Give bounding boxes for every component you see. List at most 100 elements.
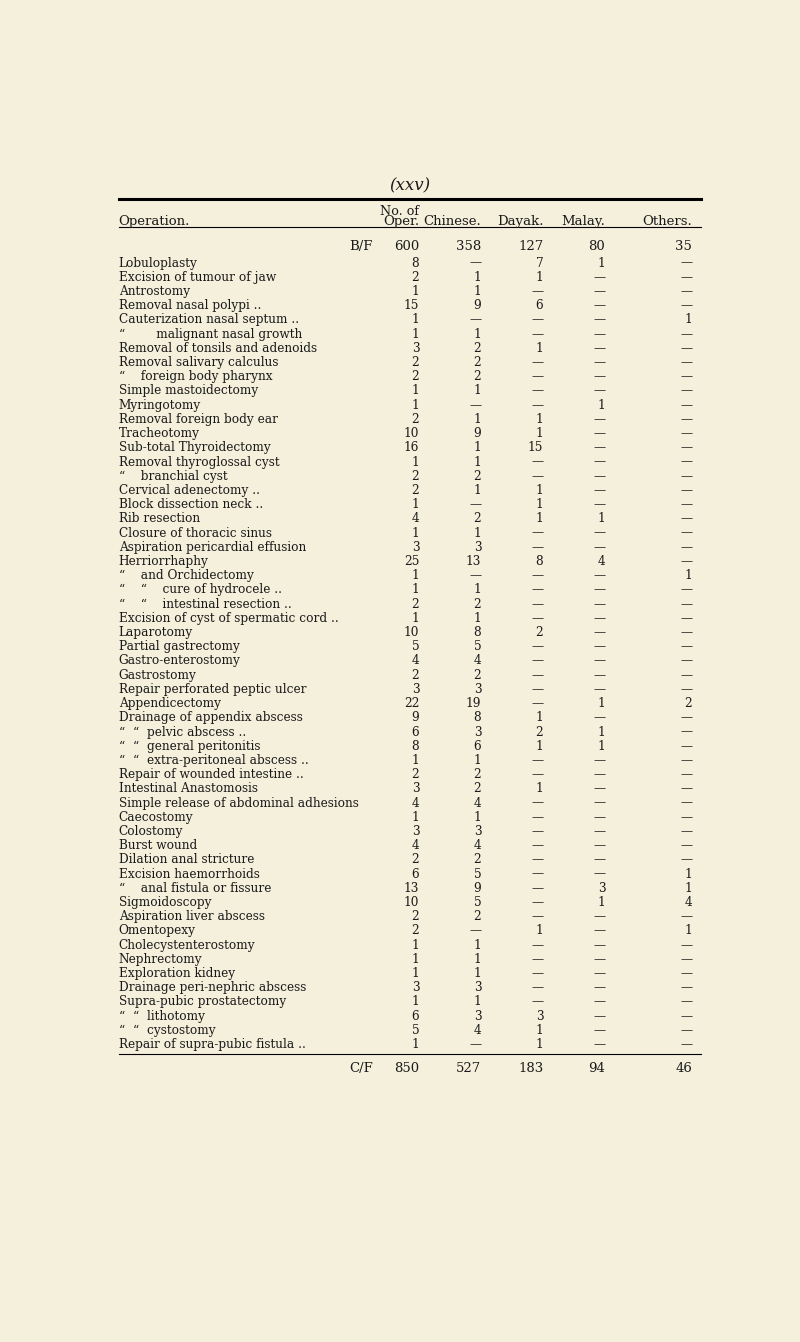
Text: —: — [593,839,606,852]
Text: 8: 8 [474,625,482,639]
Text: —: — [531,867,543,880]
Text: Repair of supra-pubic fistula ..: Repair of supra-pubic fistula .. [118,1039,306,1051]
Text: 1: 1 [598,513,606,525]
Text: 5: 5 [474,896,482,909]
Text: 1: 1 [411,1039,419,1051]
Text: 2: 2 [474,910,482,923]
Text: —: — [680,327,692,341]
Text: —: — [680,271,692,283]
Text: Others.: Others. [642,215,692,228]
Text: —: — [531,541,543,554]
Text: —: — [531,825,543,837]
Text: Appendicectomy: Appendicectomy [118,696,221,710]
Text: 1: 1 [684,569,692,582]
Text: Removal nasal polypi ..: Removal nasal polypi .. [118,299,261,313]
Text: 1: 1 [535,513,543,525]
Text: 8: 8 [411,256,419,270]
Text: 1: 1 [474,327,482,341]
Text: 600: 600 [394,240,419,252]
Text: 3: 3 [412,782,419,796]
Text: —: — [680,938,692,951]
Text: 15: 15 [404,299,419,313]
Text: 13: 13 [404,882,419,895]
Text: —: — [531,526,543,539]
Text: —: — [531,754,543,766]
Text: “        malignant nasal growth: “ malignant nasal growth [118,327,302,341]
Text: 1: 1 [474,285,482,298]
Text: 1: 1 [474,938,482,951]
Text: 1: 1 [684,314,692,326]
Text: —: — [680,256,692,270]
Text: 1: 1 [474,442,482,455]
Text: 7: 7 [535,256,543,270]
Text: Intestinal Anastomosis: Intestinal Anastomosis [118,782,258,796]
Text: 1: 1 [474,271,482,283]
Text: 15: 15 [528,442,543,455]
Text: 2: 2 [474,342,482,354]
Text: “    foreign body pharynx: “ foreign body pharynx [118,370,272,384]
Text: —: — [680,413,692,425]
Text: —: — [469,569,482,582]
Text: 1: 1 [535,1039,543,1051]
Text: 1: 1 [535,782,543,796]
Text: Sigmoidoscopy: Sigmoidoscopy [118,896,211,909]
Text: Lobuloplasty: Lobuloplasty [118,256,198,270]
Text: —: — [593,285,606,298]
Text: —: — [680,768,692,781]
Text: 1: 1 [535,484,543,497]
Text: 9: 9 [474,882,482,895]
Text: —: — [531,981,543,994]
Text: —: — [680,285,692,298]
Text: —: — [593,996,606,1008]
Text: 3: 3 [474,541,482,554]
Text: 2: 2 [535,726,543,738]
Text: —: — [531,696,543,710]
Text: —: — [680,683,692,696]
Text: 1: 1 [598,696,606,710]
Text: “    “    intestinal resection ..: “ “ intestinal resection .. [118,597,291,611]
Text: 5: 5 [412,1024,419,1037]
Text: —: — [593,797,606,809]
Text: Herriorrhaphy: Herriorrhaphy [118,556,209,568]
Text: 1: 1 [411,811,419,824]
Text: —: — [593,925,606,938]
Text: —: — [680,299,692,313]
Text: 3: 3 [474,1009,482,1023]
Text: —: — [593,342,606,354]
Text: 1: 1 [474,968,482,980]
Text: Cholecystenterostomy: Cholecystenterostomy [118,938,255,951]
Text: —: — [680,782,692,796]
Text: 1: 1 [535,925,543,938]
Text: “  “  lithotomy: “ “ lithotomy [118,1009,205,1023]
Text: —: — [531,953,543,966]
Text: —: — [593,470,606,483]
Text: 1: 1 [411,584,419,596]
Text: —: — [531,584,543,596]
Text: Oper.: Oper. [383,215,419,228]
Text: 22: 22 [404,696,419,710]
Text: 1: 1 [411,569,419,582]
Text: —: — [531,968,543,980]
Text: “    anal fistula or fissure: “ anal fistula or fissure [118,882,271,895]
Text: Aspiration liver abscess: Aspiration liver abscess [118,910,265,923]
Text: —: — [531,655,543,667]
Text: 527: 527 [456,1062,482,1075]
Text: —: — [680,825,692,837]
Text: —: — [593,569,606,582]
Text: 850: 850 [394,1062,419,1075]
Text: —: — [531,399,543,412]
Text: —: — [531,385,543,397]
Text: Burst wound: Burst wound [118,839,197,852]
Text: —: — [680,1009,692,1023]
Text: —: — [531,470,543,483]
Text: 1: 1 [535,498,543,511]
Text: —: — [680,981,692,994]
Text: 2: 2 [474,854,482,867]
Text: B/F: B/F [350,240,373,252]
Text: —: — [593,625,606,639]
Text: —: — [680,612,692,625]
Text: 2: 2 [474,597,482,611]
Text: Gastro-enterostomy: Gastro-enterostomy [118,655,241,667]
Text: 2: 2 [411,271,419,283]
Text: —: — [593,867,606,880]
